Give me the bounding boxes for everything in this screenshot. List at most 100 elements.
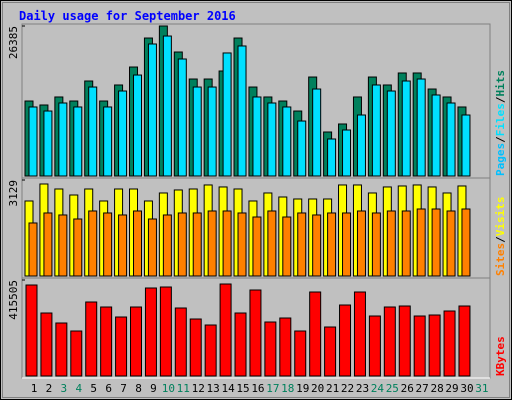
bar bbox=[189, 318, 202, 377]
x-tick-label: 10 bbox=[162, 382, 175, 395]
bar bbox=[386, 210, 396, 277]
bar bbox=[222, 52, 232, 177]
y-tick-label: 26385 bbox=[7, 26, 20, 59]
legend-entry: KBytes bbox=[494, 336, 507, 376]
bar bbox=[144, 287, 157, 377]
bar bbox=[356, 114, 366, 177]
bar bbox=[324, 326, 337, 377]
bar bbox=[73, 218, 83, 277]
bar bbox=[118, 90, 128, 177]
bar bbox=[237, 212, 247, 277]
bar bbox=[103, 106, 113, 177]
bar bbox=[294, 330, 307, 377]
y-tick-label: 415505 bbox=[7, 280, 20, 320]
bar bbox=[353, 291, 366, 377]
bar bbox=[309, 291, 322, 377]
bar bbox=[461, 114, 471, 177]
bar bbox=[40, 312, 53, 377]
bar bbox=[249, 289, 262, 377]
bar bbox=[159, 286, 172, 377]
bar bbox=[207, 210, 217, 277]
bar bbox=[192, 212, 202, 277]
y-tick-label: 3129 bbox=[7, 180, 20, 207]
separator: / bbox=[494, 96, 507, 103]
bar bbox=[297, 212, 307, 277]
bar bbox=[118, 214, 128, 277]
separator: / bbox=[494, 236, 507, 243]
bar bbox=[222, 210, 232, 277]
bar bbox=[133, 74, 143, 177]
bar bbox=[297, 120, 307, 177]
bar bbox=[398, 305, 411, 377]
x-tick-label: 14 bbox=[221, 382, 235, 395]
bar bbox=[147, 43, 157, 177]
x-tick-label: 25 bbox=[386, 382, 399, 395]
bar bbox=[461, 208, 471, 277]
bar bbox=[147, 218, 157, 277]
bar bbox=[177, 58, 187, 177]
x-tick-label: 22 bbox=[341, 382, 354, 395]
bar bbox=[312, 88, 322, 177]
bar bbox=[431, 208, 441, 277]
bar bbox=[88, 86, 98, 177]
bar bbox=[58, 102, 68, 177]
bar bbox=[192, 86, 202, 177]
bar bbox=[312, 214, 322, 277]
bar bbox=[368, 315, 381, 377]
x-tick-label: 1 bbox=[31, 382, 38, 395]
x-tick-label: 7 bbox=[120, 382, 127, 395]
bar bbox=[446, 102, 456, 177]
legend-entry: Visits bbox=[494, 197, 507, 237]
bar bbox=[383, 306, 396, 377]
x-tick-label: 8 bbox=[135, 382, 142, 395]
x-tick-label: 20 bbox=[311, 382, 324, 395]
x-tick-label: 5 bbox=[90, 382, 97, 395]
bar bbox=[413, 315, 426, 377]
bar bbox=[55, 322, 68, 377]
bar bbox=[43, 110, 53, 177]
bar bbox=[342, 212, 352, 277]
bar bbox=[207, 86, 217, 177]
bar bbox=[88, 210, 98, 277]
bar bbox=[386, 90, 396, 177]
bar bbox=[28, 106, 38, 177]
x-tick-label: 30 bbox=[460, 382, 473, 395]
bar bbox=[401, 210, 411, 277]
axis-label: KBytes bbox=[494, 336, 507, 376]
bar bbox=[162, 35, 172, 177]
axis-label: Pages/Files/Hits bbox=[494, 70, 507, 176]
bar bbox=[85, 301, 98, 377]
bar bbox=[327, 212, 337, 277]
bar bbox=[219, 283, 232, 377]
bar bbox=[458, 305, 471, 377]
bar bbox=[446, 210, 456, 277]
axis-label: Sites/Visits bbox=[494, 197, 507, 277]
bar bbox=[237, 45, 247, 177]
x-tick-label: 6 bbox=[105, 382, 112, 395]
bar bbox=[100, 306, 113, 377]
bar bbox=[25, 284, 38, 377]
bar bbox=[339, 304, 352, 377]
bar bbox=[371, 212, 381, 277]
bar bbox=[58, 214, 68, 277]
bar bbox=[416, 208, 426, 277]
x-tick-label: 3 bbox=[61, 382, 68, 395]
x-tick-label: 16 bbox=[251, 382, 264, 395]
bar bbox=[371, 84, 381, 177]
bar bbox=[70, 330, 83, 377]
bar bbox=[282, 216, 292, 277]
x-tick-label: 18 bbox=[281, 382, 294, 395]
bar bbox=[103, 212, 113, 277]
x-tick-label: 28 bbox=[430, 382, 443, 395]
bar bbox=[204, 324, 217, 377]
legend-entry: Pages bbox=[494, 143, 507, 176]
bar bbox=[431, 94, 441, 177]
x-tick-label: 21 bbox=[326, 382, 339, 395]
bar bbox=[252, 216, 262, 277]
bar bbox=[264, 321, 277, 377]
bar bbox=[416, 78, 426, 177]
bar bbox=[279, 317, 292, 377]
x-tick-label: 2 bbox=[46, 382, 53, 395]
bar bbox=[133, 210, 143, 277]
